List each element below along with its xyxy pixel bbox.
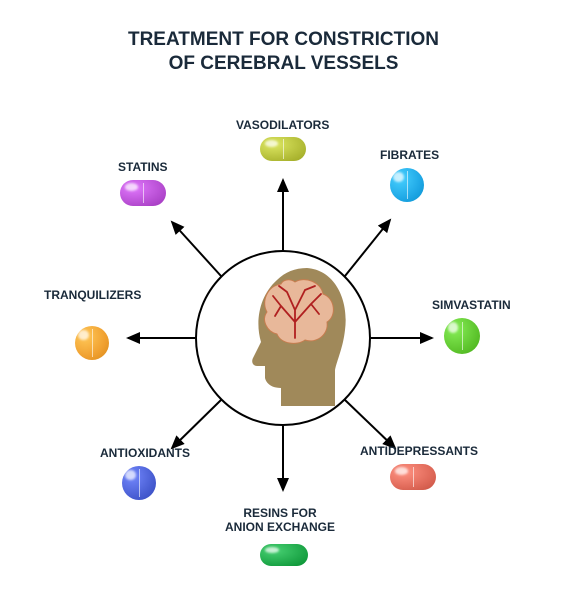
head-illustration [195, 250, 371, 426]
pill-simvastatin [444, 318, 480, 354]
label-tranquilizers: TRANQUILIZERS [44, 288, 141, 302]
label-fibrates: FIBRATES [380, 148, 439, 162]
label-statins: STATINS [118, 160, 168, 174]
pill-antidepressants [390, 464, 436, 490]
label-antidepressants: ANTIDEPRESSANTS [360, 444, 478, 458]
label-resins: RESINS FOR ANION EXCHANGE [225, 506, 335, 534]
label-antioxidants: ANTIOXIDANTS [100, 446, 190, 460]
pill-vasodilators [260, 137, 306, 161]
pill-tranquilizers [75, 326, 109, 360]
label-vasodilators: VASODILATORS [236, 118, 329, 132]
pill-antioxidants [122, 466, 156, 500]
label-simvastatin: SIMVASTATIN [432, 298, 511, 312]
pill-resins [260, 544, 308, 566]
pill-statins [120, 180, 166, 206]
pill-fibrates [390, 168, 424, 202]
